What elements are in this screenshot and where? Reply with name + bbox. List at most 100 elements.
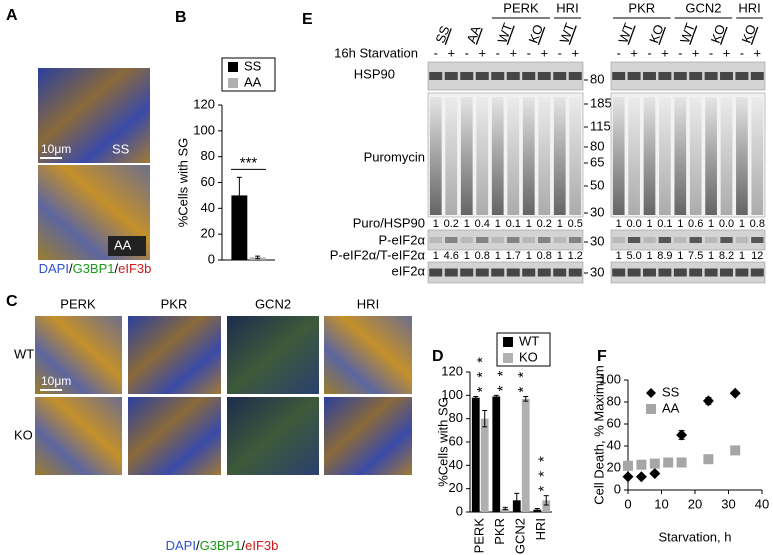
lane-label: KO bbox=[708, 22, 729, 45]
bar bbox=[471, 397, 480, 512]
treatment: + bbox=[692, 45, 700, 60]
blot-band bbox=[643, 237, 656, 243]
lane-label: KO bbox=[525, 22, 546, 45]
row-label: P-eIF2α/T-eIF2α bbox=[330, 247, 426, 262]
bar bbox=[231, 195, 248, 260]
micrograph bbox=[35, 397, 122, 475]
y-tick-label: 60 bbox=[201, 174, 215, 189]
blot-band bbox=[522, 268, 536, 277]
blot-band bbox=[444, 268, 458, 277]
blot-band bbox=[553, 268, 567, 277]
caption-part: eIF3b bbox=[245, 538, 278, 553]
blot-band bbox=[460, 237, 473, 243]
blot-lane bbox=[507, 97, 520, 215]
ratio-value: 1 bbox=[677, 218, 683, 230]
row-label: HSP90 bbox=[354, 66, 395, 81]
data-point bbox=[622, 471, 634, 483]
y-tick-label: 40 bbox=[607, 437, 621, 452]
y-tick-label: 80 bbox=[201, 148, 215, 163]
blot-band bbox=[673, 268, 687, 277]
caption-part: G3BP1 bbox=[200, 538, 242, 553]
caption-part: DAPI bbox=[166, 538, 196, 553]
blot-band bbox=[553, 237, 566, 243]
ratio-value: 1 bbox=[739, 250, 745, 262]
blot-band bbox=[429, 268, 443, 277]
row-label: P-eIF2α bbox=[378, 232, 425, 247]
data-point bbox=[729, 387, 741, 399]
legend-label: SS bbox=[244, 58, 262, 73]
x-tick-label: HRI bbox=[533, 518, 548, 540]
ratio-value: 1 bbox=[433, 218, 439, 230]
blot-band bbox=[491, 72, 505, 80]
y-axis-label: %Cells with SG bbox=[175, 138, 190, 228]
x-tick-label: PERK bbox=[472, 518, 487, 554]
caption-part: eIF3b bbox=[118, 261, 151, 276]
group-label: GCN2 bbox=[685, 0, 721, 15]
blot-band bbox=[568, 72, 582, 80]
ratio-value: 12 bbox=[751, 250, 763, 262]
panel-letter: F bbox=[597, 348, 607, 365]
bar bbox=[480, 418, 489, 512]
ratio-value: 1 bbox=[526, 250, 532, 262]
blot-lane bbox=[643, 97, 656, 215]
micrograph bbox=[227, 397, 319, 475]
blot-band bbox=[643, 268, 656, 277]
mw-marker: 185 bbox=[590, 95, 612, 110]
blot-band bbox=[537, 72, 551, 80]
legend-marker bbox=[646, 388, 656, 398]
group-label: HRI bbox=[738, 0, 760, 15]
blot-band bbox=[735, 72, 749, 80]
blot-band bbox=[720, 72, 733, 80]
blot-band bbox=[627, 268, 641, 277]
x-axis-label: Starvation, h bbox=[659, 529, 732, 544]
blot-band bbox=[689, 72, 703, 80]
group-label: HRI bbox=[556, 0, 578, 15]
row-label: Puromycin bbox=[364, 149, 425, 164]
blot-band bbox=[475, 72, 489, 80]
caption-part: / bbox=[69, 261, 73, 276]
blot-band bbox=[538, 237, 551, 243]
blot-band bbox=[569, 237, 582, 243]
column-label: PKR bbox=[161, 296, 188, 311]
mw-marker: 80 bbox=[590, 138, 604, 153]
y-tick-label: 40 bbox=[449, 457, 463, 472]
blot-band bbox=[750, 72, 764, 80]
ratio-value: 1 bbox=[464, 250, 470, 262]
lane-label: AA bbox=[463, 23, 483, 45]
bar bbox=[521, 398, 530, 512]
treatment: + bbox=[447, 45, 455, 60]
micrograph bbox=[128, 397, 221, 475]
blot-strip bbox=[427, 261, 584, 284]
blot-band bbox=[522, 237, 535, 243]
ratio-value: 1.2 bbox=[568, 250, 583, 262]
x-tick-label: 30 bbox=[721, 496, 735, 511]
lane-label: KO bbox=[739, 22, 760, 45]
mw-marker: 80 bbox=[590, 71, 604, 86]
lane-label: KO bbox=[646, 22, 667, 45]
micrograph bbox=[35, 316, 122, 394]
data-point bbox=[730, 445, 741, 456]
micrograph bbox=[128, 316, 221, 394]
blot-band bbox=[491, 237, 504, 243]
x-tick-label: 10 bbox=[654, 496, 668, 511]
blot-lane bbox=[569, 97, 582, 215]
blot-lane bbox=[705, 97, 717, 215]
blot-band bbox=[627, 237, 641, 243]
blot-band bbox=[507, 237, 520, 243]
y-tick-label: 80 bbox=[449, 410, 463, 425]
blot-band bbox=[506, 72, 520, 80]
ratio-value: 1.7 bbox=[506, 250, 521, 262]
data-point bbox=[636, 459, 647, 470]
blot-lane bbox=[720, 97, 733, 215]
blot-band bbox=[612, 268, 626, 277]
ratio-value: 0.1 bbox=[506, 218, 521, 230]
treatment: - bbox=[496, 45, 500, 60]
y-tick-label: 0 bbox=[614, 481, 621, 496]
ratio-value: 1 bbox=[646, 250, 652, 262]
ratio-value: 1 bbox=[646, 218, 652, 230]
caption-part: G3BP1 bbox=[73, 261, 115, 276]
bar bbox=[492, 396, 501, 512]
x-tick-label: PKR bbox=[492, 518, 507, 545]
legend-label: AA bbox=[662, 400, 680, 415]
ratio-value: 0.8 bbox=[750, 218, 765, 230]
